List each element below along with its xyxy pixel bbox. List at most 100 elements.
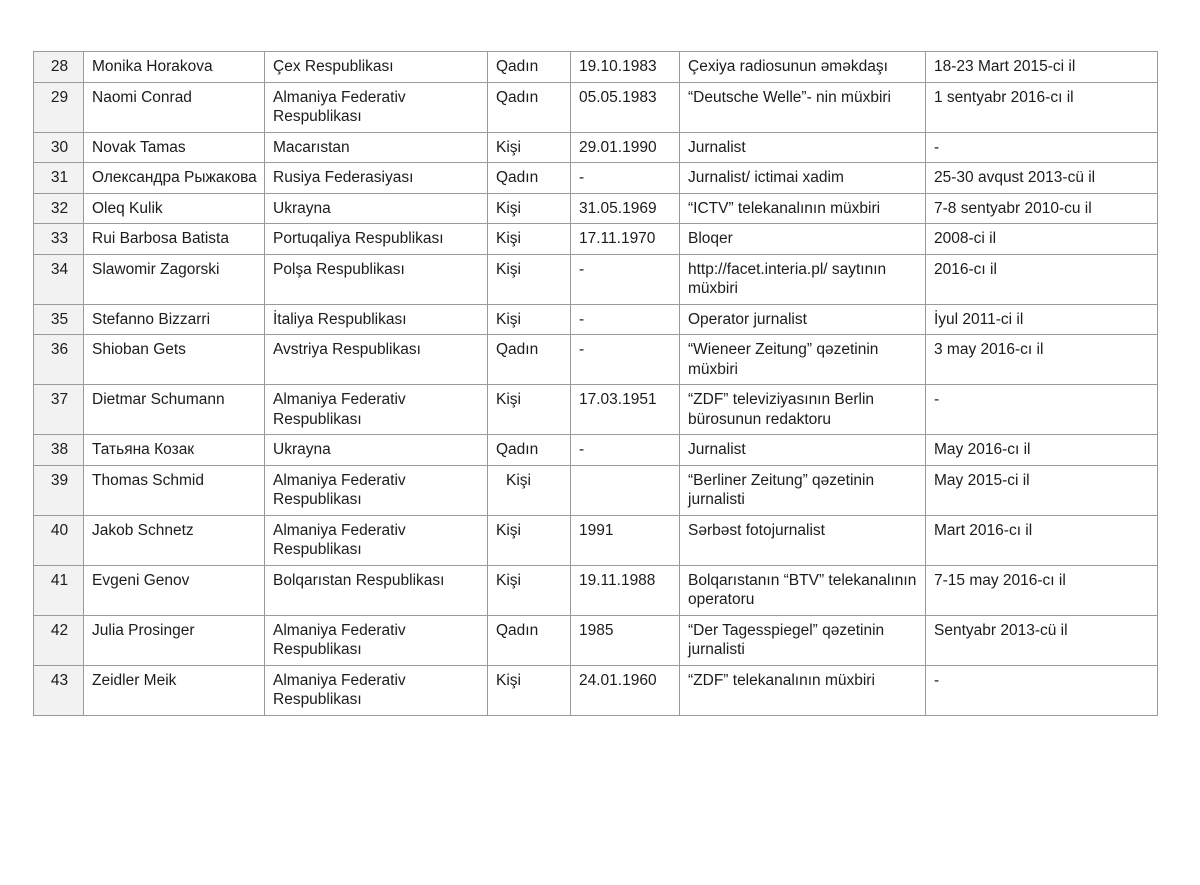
gender-cell: Kişi [487, 131, 571, 164]
person-name-cell: Monika Horakova [83, 51, 265, 83]
visit-date-cell: Sentyabr 2013-cü il [925, 614, 1158, 666]
person-name-cell: Rui Barbosa Batista [83, 223, 265, 255]
occupation-cell: Bolqarıstanın “BTV” telekanalının operat… [679, 564, 926, 616]
date-of-birth-cell: 19.10.1983 [570, 51, 680, 83]
date-of-birth-cell: 17.11.1970 [570, 223, 680, 255]
date-of-birth-cell: - [570, 334, 680, 386]
gender-cell: Qadın [487, 162, 571, 194]
occupation-cell: Bloqer [679, 223, 926, 255]
occupation-cell: “Deutsche Welle”- nin müxbiri [679, 81, 926, 133]
row-number-cell: 34 [33, 253, 84, 305]
person-name-cell: Naomi Conrad [83, 81, 265, 133]
date-of-birth-cell: 05.05.1983 [570, 81, 680, 133]
country-cell: Portuqaliya Respublikası [264, 223, 488, 255]
date-of-birth-cell: 29.01.1990 [570, 131, 680, 164]
occupation-cell: Jurnalist [679, 434, 926, 466]
visit-date-cell: 2008-ci il [925, 223, 1158, 255]
occupation-cell: Jurnalist [679, 131, 926, 164]
person-name-cell: Evgeni Genov [83, 564, 265, 616]
visit-date-cell: 1 sentyabr 2016-cı il [925, 81, 1158, 133]
person-name-cell: Stefanno Bizzarri [83, 303, 265, 336]
occupation-cell: Sərbəst fotojurnalist [679, 514, 926, 566]
person-name-cell: Novak Tamas [83, 131, 265, 164]
date-of-birth-cell: 1985 [570, 614, 680, 666]
country-cell: Almaniya Federativ Respublikası [264, 384, 488, 436]
table-row: 29 Naomi Conrad Almaniya Federativ Respubl… [33, 81, 1158, 133]
row-number-cell: 41 [33, 564, 84, 616]
visit-date-cell: İyul 2011-ci il [925, 303, 1158, 336]
occupation-cell: Çexiya radiosunun əməkdaşı [679, 51, 926, 83]
visit-date-cell: - [925, 664, 1158, 716]
person-name-cell: Татьяна Козак [83, 434, 265, 466]
table-row: 36 Shioban Gets Avstriya Respublikası Qadın… [33, 334, 1158, 386]
table-row: 32 Oleq Kulik Ukrayna Kişi 31.05.1969 “ICTV” … [33, 192, 1158, 225]
country-cell: Ukrayna [264, 192, 488, 225]
table-row: 43 Zeidler Meik Almaniya Federativ Respubl… [33, 664, 1158, 716]
person-name-cell: Thomas Schmid [83, 464, 265, 516]
gender-cell: Qadın [487, 434, 571, 466]
row-number-cell: 36 [33, 334, 84, 386]
country-cell: Avstriya Respublikası [264, 334, 488, 386]
row-number-cell: 29 [33, 81, 84, 133]
occupation-cell: “Der Tagesspiegel” qəzetinin jurnalisti [679, 614, 926, 666]
date-of-birth-cell: - [570, 162, 680, 194]
occupation-cell: http://facet.interia.pl/ saytının müxbir… [679, 253, 926, 305]
visit-date-cell: May 2016-cı il [925, 434, 1158, 466]
date-of-birth-cell: - [570, 303, 680, 336]
gender-cell: Kişi [487, 253, 571, 305]
row-number-cell: 37 [33, 384, 84, 436]
table-row: 30 Novak Tamas Macarıstan Kişi 29.01.1990 Jur… [33, 131, 1158, 164]
gender-cell: Kişi [487, 303, 571, 336]
gender-cell: Qadın [487, 51, 571, 83]
row-number-cell: 30 [33, 131, 84, 164]
table-body: 28 Monika Horakova Çex Respublikası Qadın 19… [33, 51, 1158, 716]
table-row: 40 Jakob Schnetz Almaniya Federativ Respub… [33, 514, 1158, 566]
visit-date-cell: 3 may 2016-cı il [925, 334, 1158, 386]
journalists-table: 28 Monika Horakova Çex Respublikası Qadın 19… [33, 51, 1158, 716]
occupation-cell: “ZDF” televiziyasının Berlin bürosunun r… [679, 384, 926, 436]
visit-date-cell: - [925, 384, 1158, 436]
table-row: 41 Evgeni Genov Bolqarıstan Respublikası Ki… [33, 564, 1158, 616]
gender-cell: Kişi [487, 664, 571, 716]
occupation-cell: Jurnalist/ ictimai xadim [679, 162, 926, 194]
country-cell: Almaniya Federativ Respublikası [264, 514, 488, 566]
table-row: 38 Татьяна Козак Ukrayna Qadın - Jurnalist May… [33, 434, 1158, 466]
visit-date-cell: Mart 2016-cı il [925, 514, 1158, 566]
country-cell: Polşa Respublikası [264, 253, 488, 305]
person-name-cell: Oleq Kulik [83, 192, 265, 225]
table-row: 42 Julia Prosinger Almaniya Federativ Resp… [33, 614, 1158, 666]
visit-date-cell: 18-23 Mart 2015-ci il [925, 51, 1158, 83]
table-row: 33 Rui Barbosa Batista Portuqaliya Respubl… [33, 223, 1158, 255]
date-of-birth-cell: - [570, 253, 680, 305]
visit-date-cell: May 2015-ci il [925, 464, 1158, 516]
visit-date-cell: - [925, 131, 1158, 164]
date-of-birth-cell: 24.01.1960 [570, 664, 680, 716]
person-name-cell: Zeidler Meik [83, 664, 265, 716]
country-cell: Rusiya Federasiyası [264, 162, 488, 194]
person-name-cell: Julia Prosinger [83, 614, 265, 666]
row-number-cell: 28 [33, 51, 84, 83]
visit-date-cell: 25-30 avqust 2013-cü il [925, 162, 1158, 194]
gender-cell: Kişi [487, 192, 571, 225]
row-number-cell: 39 [33, 464, 84, 516]
table-row: 31 Олександра Рыжакова Rusiya Federasiyası… [33, 162, 1158, 194]
row-number-cell: 35 [33, 303, 84, 336]
date-of-birth-cell: 31.05.1969 [570, 192, 680, 225]
row-number-cell: 40 [33, 514, 84, 566]
country-cell: Almaniya Federativ Respublikası [264, 664, 488, 716]
visit-date-cell: 2016-cı il [925, 253, 1158, 305]
table-row: 35 Stefanno Bizzarri İtaliya Respublikası K… [33, 303, 1158, 336]
table-row: 34 Slawomir Zagorski Polşa Respublikası Kiş… [33, 253, 1158, 305]
gender-cell: Qadın [487, 614, 571, 666]
occupation-cell: “Berliner Zeitung” qəzetinin jurnalisti [679, 464, 926, 516]
row-number-cell: 38 [33, 434, 84, 466]
table-row: 37 Dietmar Schumann Almaniya Federativ Res… [33, 384, 1158, 436]
country-cell: Bolqarıstan Respublikası [264, 564, 488, 616]
occupation-cell: “Wieneer Zeitung” qəzetinin müxbiri [679, 334, 926, 386]
gender-cell: Kişi [487, 384, 571, 436]
gender-cell: Kişi [487, 464, 571, 516]
table-row: 28 Monika Horakova Çex Respublikası Qadın 19… [33, 51, 1158, 83]
row-number-cell: 43 [33, 664, 84, 716]
visit-date-cell: 7-15 may 2016-cı il [925, 564, 1158, 616]
